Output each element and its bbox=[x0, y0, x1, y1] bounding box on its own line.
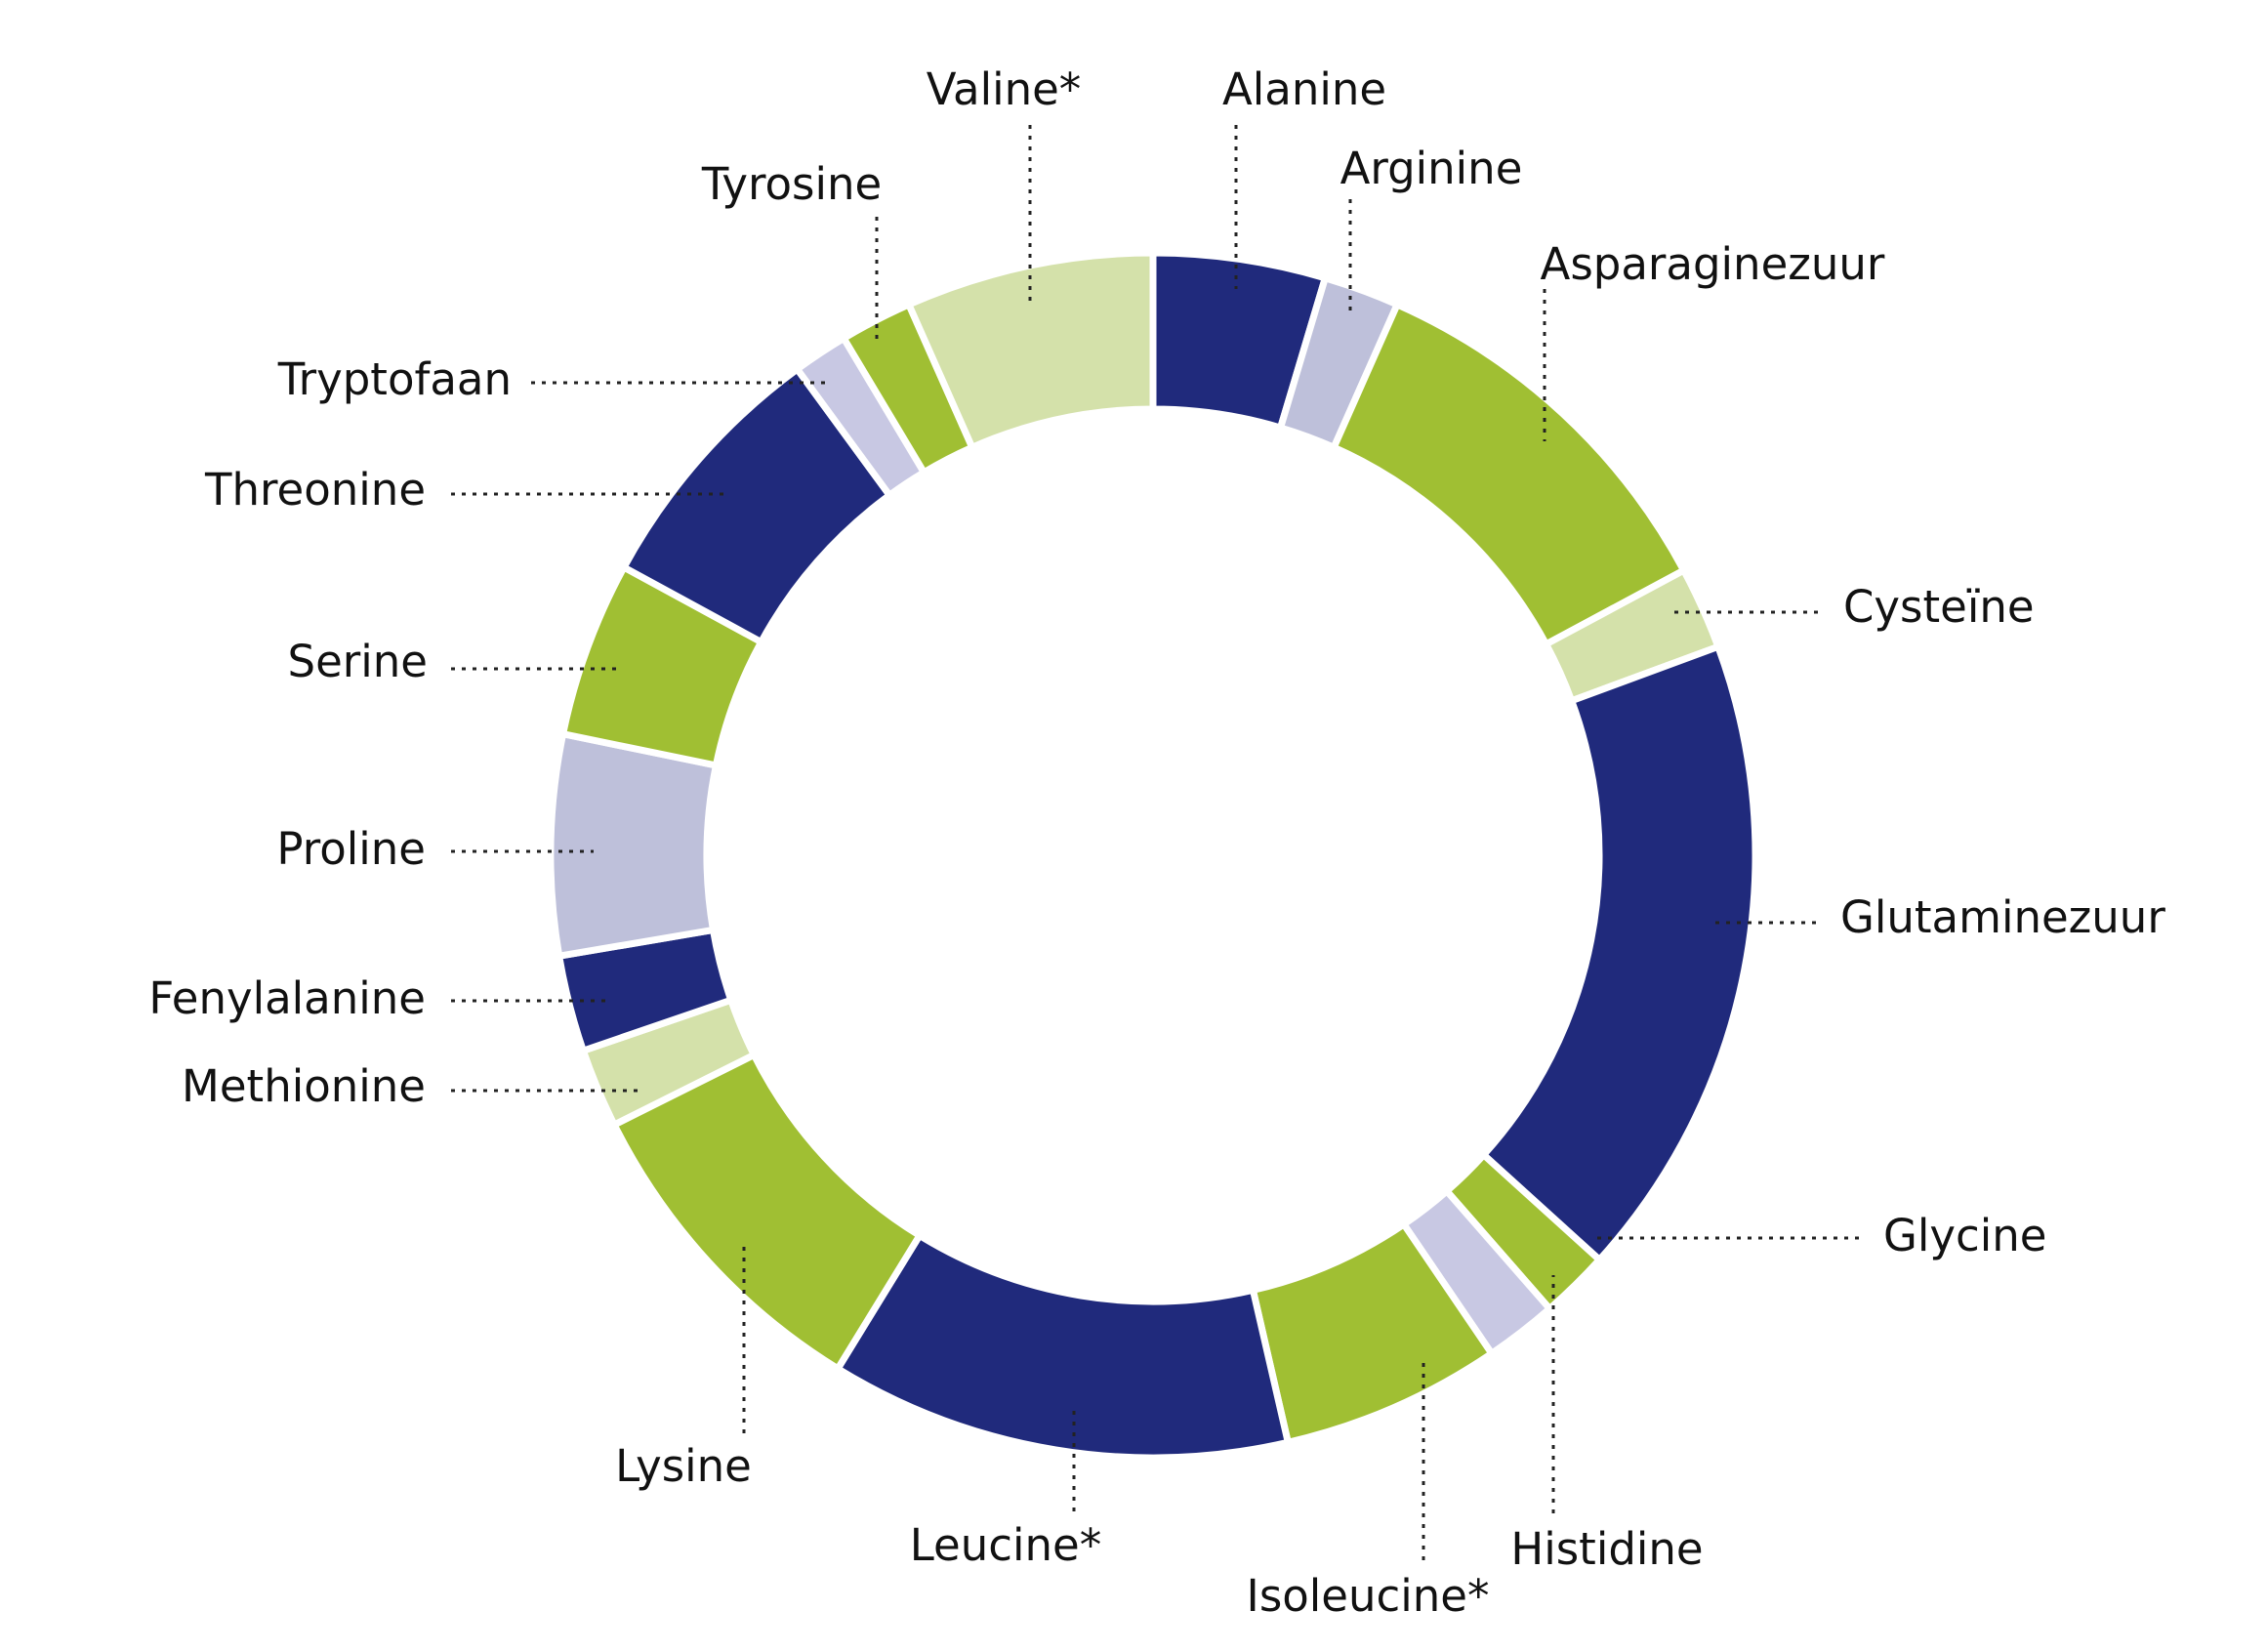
leader-lines-layer bbox=[451, 125, 1859, 1560]
slice-label-valine: Valine* bbox=[927, 63, 1082, 115]
slice-label-methionine: Methionine bbox=[182, 1060, 426, 1112]
slice-label-proline: Proline bbox=[276, 823, 426, 875]
slice-label-cysteine: Cysteïne bbox=[1843, 581, 2035, 633]
slice-label-fenylalanine: Fenylalanine bbox=[148, 972, 426, 1024]
slice-label-arginine: Arginine bbox=[1340, 143, 1523, 194]
slice-label-serine: Serine bbox=[288, 636, 428, 687]
slice-label-tryptofaan: Tryptofaan bbox=[277, 353, 512, 405]
slice-glutaminezuur bbox=[1478, 641, 1759, 1265]
slice-label-alanine: Alanine bbox=[1222, 63, 1386, 115]
slice-label-glutaminezuur: Glutaminezuur bbox=[1840, 891, 2165, 943]
slice-leucine bbox=[833, 1230, 1293, 1462]
slice-asparaginezuur bbox=[1329, 300, 1689, 649]
labels-layer: Alanine Arginine Asparaginezuur Cysteïne Glu… bbox=[148, 63, 2165, 1622]
slice-label-tyrosine: Tyrosine bbox=[701, 158, 882, 210]
slice-label-lysine: Lysine bbox=[615, 1440, 752, 1492]
slice-proline bbox=[547, 729, 721, 961]
slice-label-asparaginezuur: Asparaginezuur bbox=[1541, 238, 1885, 290]
slice-label-histidine: Histidine bbox=[1510, 1523, 1703, 1575]
slice-label-glycine: Glycine bbox=[1883, 1210, 2046, 1261]
slice-label-isoleucine: Isoleucine* bbox=[1247, 1570, 1490, 1622]
slice-valine bbox=[904, 249, 1157, 452]
slices-layer bbox=[547, 249, 1759, 1462]
slice-label-threonine: Threonine bbox=[204, 464, 426, 516]
slice-label-leucine: Leucine* bbox=[910, 1519, 1101, 1571]
